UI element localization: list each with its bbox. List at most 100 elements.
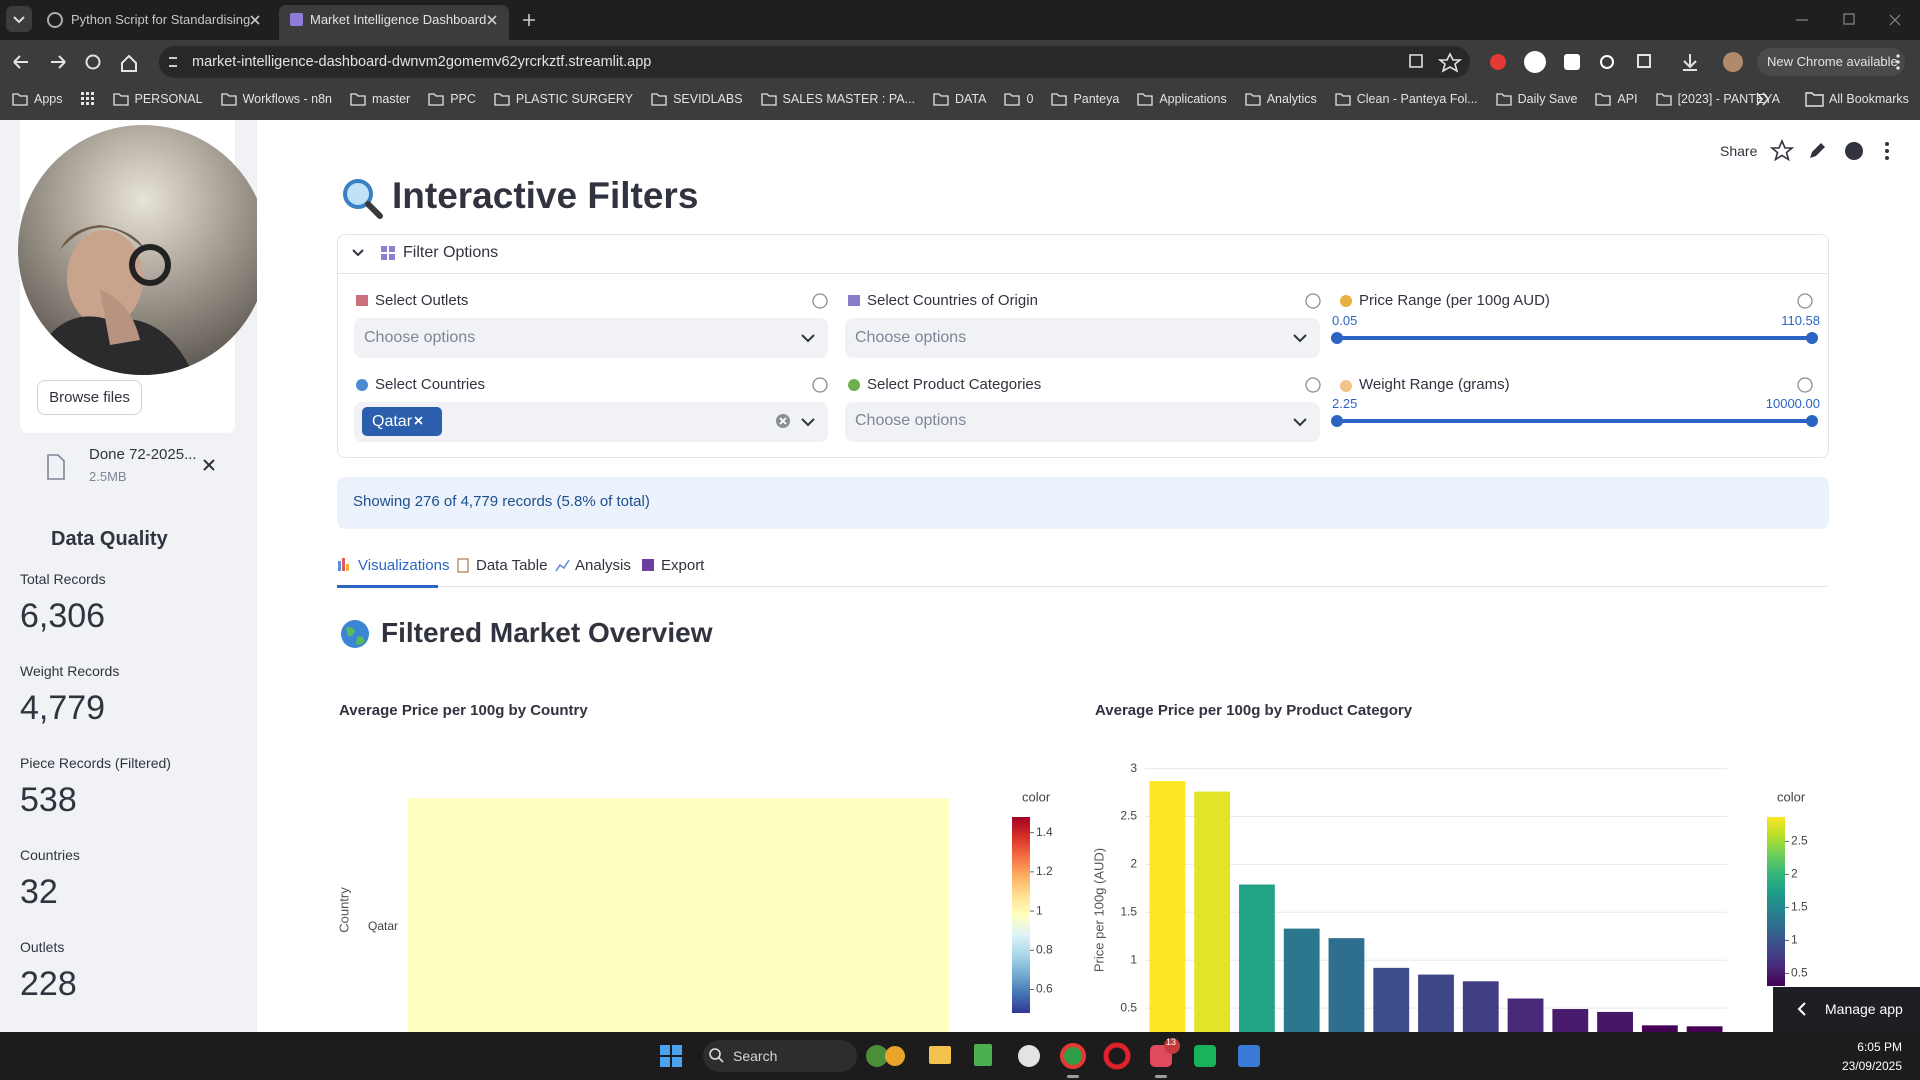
bookmark-label[interactable]: Applications: [1159, 92, 1227, 106]
bookmark-label[interactable]: PPC: [450, 92, 476, 106]
folder-icon: [760, 93, 777, 106]
all-bookmarks[interactable]: All Bookmarks: [1829, 92, 1909, 106]
bookmark-label[interactable]: Apps: [34, 92, 63, 106]
app-icon[interactable]: [1060, 1043, 1086, 1069]
bookmark-label[interactable]: Analytics: [1266, 92, 1317, 106]
edit[interactable]: [1810, 143, 1825, 158]
apps-grid: [80, 92, 94, 105]
active-tab-indicator: [337, 585, 438, 588]
tab[interactable]: Export: [661, 557, 705, 574]
bookmark-label[interactable]: Daily Save: [1517, 92, 1578, 106]
manage-app-label[interactable]: Manage app: [1825, 1001, 1903, 1017]
extension[interactable]: [1564, 54, 1580, 70]
slider-max: 110.58: [1781, 313, 1820, 328]
tab-controls[interactable]: [250, 14, 535, 26]
github[interactable]: [1845, 142, 1863, 160]
app-icon[interactable]: [974, 1044, 992, 1066]
app-icon[interactable]: [1194, 1045, 1216, 1067]
search-label[interactable]: Search: [733, 1048, 778, 1064]
window-controls[interactable]: [1796, 13, 1901, 26]
share[interactable]: Share: [1720, 143, 1758, 159]
bookmark[interactable]: Workflows - n8n: [220, 92, 332, 106]
y-tick-label: 1: [1130, 952, 1137, 966]
bookmark-label[interactable]: [2023] - PANTEYA: [1677, 92, 1780, 106]
bar: [1552, 1009, 1589, 1032]
app-icon[interactable]: [1238, 1045, 1260, 1067]
bookmark[interactable]: Apps: [12, 92, 63, 106]
tab[interactable]: Data Table: [476, 557, 548, 574]
extension[interactable]: [1600, 55, 1614, 69]
bookmark[interactable]: [2023] - PANTEYA: [1655, 92, 1780, 106]
bookmark[interactable]: SALES MASTER : PA...: [760, 92, 915, 106]
reload[interactable]: [85, 54, 101, 70]
bookmark[interactable]: API: [1595, 92, 1638, 106]
clock-time: 6:05 PM: [1857, 1040, 1902, 1054]
bookmark-label[interactable]: PERSONAL: [134, 92, 203, 106]
bookmark[interactable]: Clean - Panteya Fol...: [1335, 92, 1478, 106]
multiselect[interactable]: [354, 318, 828, 358]
bookmark-label[interactable]: API: [1617, 92, 1638, 106]
placeholder[interactable]: Choose options: [364, 329, 476, 346]
bookmark-label[interactable]: 0: [1026, 92, 1034, 106]
bookmark[interactable]: SEVIDLABS: [651, 92, 743, 106]
app-icon[interactable]: [1103, 1042, 1131, 1070]
bookmark-label[interactable]: PLASTIC SURGERY: [515, 92, 634, 106]
folder-icon: [1496, 93, 1512, 106]
bookmark[interactable]: Applications: [1137, 92, 1227, 106]
extension[interactable]: [1524, 51, 1546, 73]
bookmark[interactable]: PERSONAL: [112, 92, 203, 106]
tab-title[interactable]: Market Intelligence Dashboard: [310, 12, 487, 27]
extension[interactable]: [1490, 54, 1506, 70]
bookmark-label[interactable]: SALES MASTER : PA...: [782, 92, 915, 106]
browse-button[interactable]: Browse files: [37, 380, 142, 415]
nav-buttons[interactable]: [13, 55, 66, 69]
toolbar-actions[interactable]: [1637, 54, 1697, 71]
bookmark[interactable]: Daily Save: [1496, 92, 1578, 106]
more-bookmarks[interactable]: [1756, 92, 1770, 106]
update-pill[interactable]: [1757, 48, 1905, 76]
bookmark[interactable]: master: [350, 92, 410, 106]
update-button[interactable]: New Chrome available: [1767, 54, 1898, 69]
active-tab[interactable]: [279, 5, 509, 40]
bookmark[interactable]: Panteya: [1051, 92, 1119, 106]
tab[interactable]: Analysis: [575, 557, 631, 574]
expander-icons: [352, 246, 395, 260]
bookmark[interactable]: 0: [1004, 92, 1033, 106]
search-box[interactable]: [703, 1040, 857, 1072]
app-icon[interactable]: [929, 1046, 951, 1064]
omnibox-actions[interactable]: [1409, 52, 1463, 73]
tab-title[interactable]: Python Script for Standardising: [71, 12, 251, 27]
bookmark-label[interactable]: Workflows - n8n: [242, 92, 332, 106]
bookmark[interactable]: DATA: [933, 92, 986, 106]
folder-icon: [933, 93, 949, 106]
bookmark[interactable]: PLASTIC SURGERY: [494, 92, 633, 106]
site-info[interactable]: [169, 57, 177, 67]
profile[interactable]: [1723, 52, 1743, 72]
app-icon[interactable]: [1018, 1045, 1040, 1067]
omnibox[interactable]: [159, 46, 1470, 78]
collapse[interactable]: [352, 249, 364, 257]
folder-icon: [1655, 93, 1672, 106]
star[interactable]: [1770, 138, 1795, 162]
expander-title[interactable]: Filter Options: [403, 244, 499, 261]
bookmark-label[interactable]: Panteya: [1073, 92, 1120, 106]
metric-value: 4,779: [20, 689, 106, 727]
sidebar-graphics: [18, 125, 257, 480]
bookmark[interactable]: Analytics: [1245, 92, 1317, 106]
start-button[interactable]: [660, 1045, 682, 1067]
section-title: Filtered Market Overview: [381, 617, 713, 648]
bookmarks-bar: Apps PERSONAL Workflows - n8n master PPC PLAS…: [12, 86, 1780, 112]
selected-chip[interactable]: Qatar: [362, 407, 443, 436]
bookmark[interactable]: PPC: [428, 92, 476, 106]
bookmark-label[interactable]: SEVIDLABS: [673, 92, 743, 106]
bookmark-label[interactable]: master: [371, 92, 411, 106]
tab-menu[interactable]: [6, 6, 32, 32]
home[interactable]: [121, 54, 137, 72]
app-icon[interactable]: [866, 1045, 888, 1067]
tab[interactable]: Visualizations: [358, 557, 450, 574]
url[interactable]: market-intelligence-dashboard-dwnvm2gome…: [192, 54, 652, 70]
remove-file[interactable]: [203, 459, 215, 471]
manage-app[interactable]: [1773, 987, 1920, 1032]
bookmark-label[interactable]: DATA: [955, 92, 987, 106]
bookmark-label[interactable]: Clean - Panteya Fol...: [1356, 92, 1478, 106]
